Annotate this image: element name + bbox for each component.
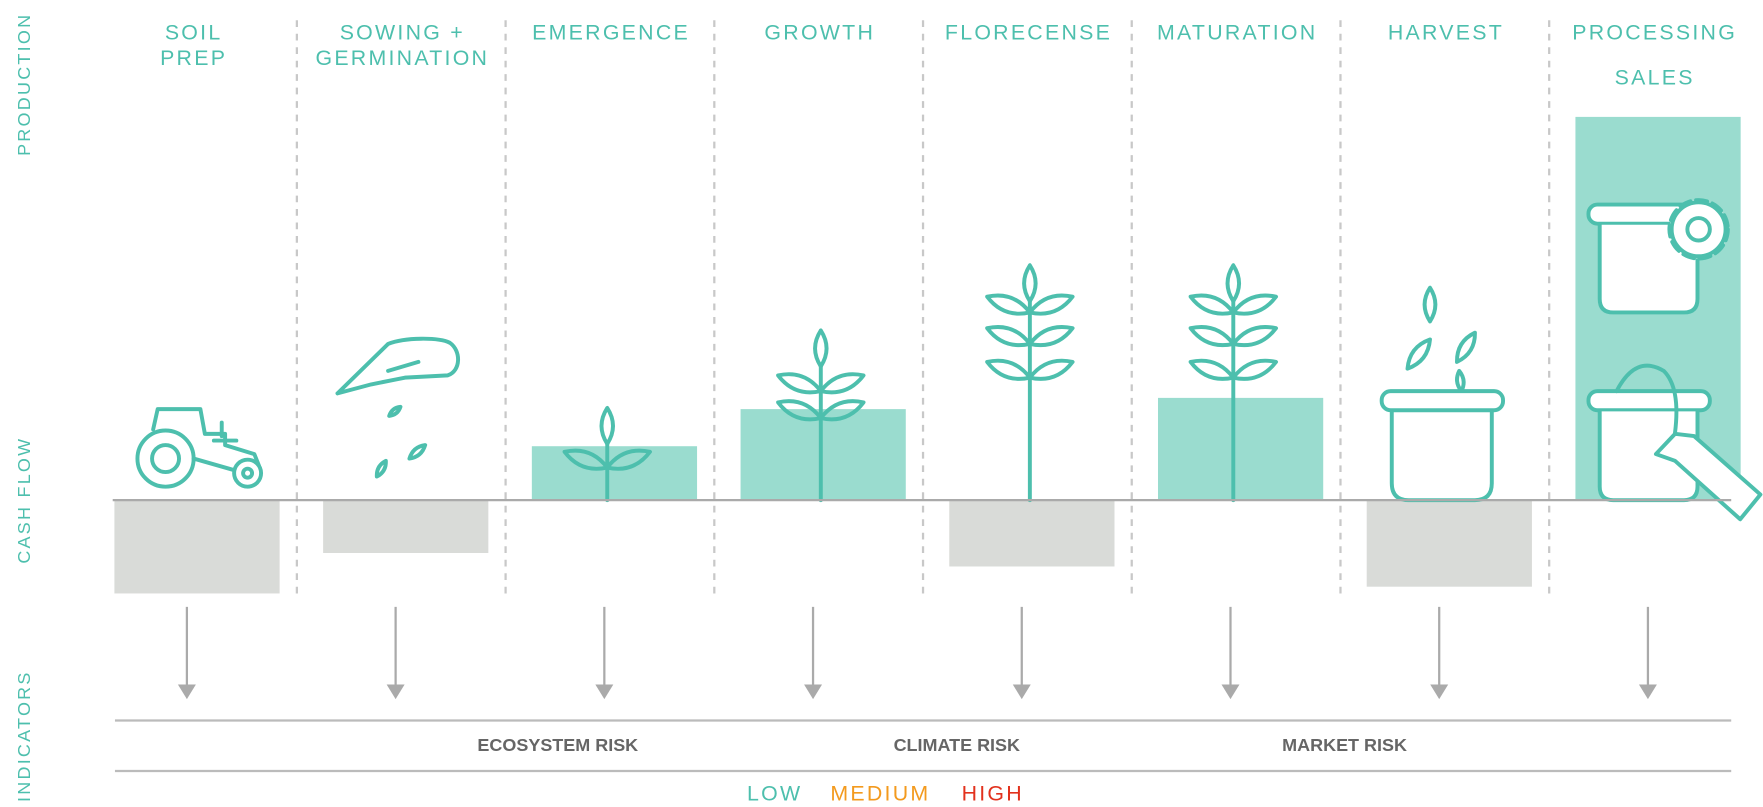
arrow-head	[1430, 684, 1448, 699]
cash-flow-bar	[114, 500, 279, 593]
legend-label: MEDIUM	[830, 781, 930, 805]
stage-label: PROCESSING	[1572, 20, 1737, 44]
risk-label: CLIMATE RISK	[894, 735, 1020, 755]
leaf	[1030, 361, 1073, 379]
legend-label: HIGH	[962, 781, 1024, 805]
arrow-head	[387, 684, 405, 699]
risk-label: MARKET RISK	[1282, 735, 1407, 755]
side-label: INDICATORS	[14, 670, 34, 802]
infographic: PRODUCTION CASH FLOW INDICATORS SOILPREP SOW…	[0, 0, 1763, 807]
cash-flow-bar	[741, 409, 906, 500]
arrow-head	[804, 684, 822, 699]
side-label: PRODUCTION	[14, 13, 34, 156]
side-label: CASH FLOW	[14, 437, 34, 564]
cash-flow-bar	[949, 500, 1114, 566]
leaf	[409, 445, 425, 458]
arrow-head	[1221, 684, 1239, 699]
leaf	[1191, 361, 1234, 379]
leaf	[1425, 288, 1436, 322]
arrow-head	[595, 684, 613, 699]
page: PRODUCTION CASH FLOW INDICATORS SOILPREP SOW…	[0, 0, 1763, 807]
leaf	[1228, 265, 1240, 301]
stage-label: SOIL	[165, 20, 223, 44]
risk-label: ECOSYSTEM RISK	[477, 735, 638, 755]
leaf	[377, 461, 386, 477]
leaf	[1233, 361, 1276, 379]
stage-label: GERMINATION	[315, 46, 489, 70]
stage-label: SALES	[1615, 65, 1695, 89]
stage-label: GROWTH	[764, 20, 875, 44]
leaf	[602, 408, 614, 444]
leaf	[821, 374, 864, 392]
cash-flow-bar	[1158, 398, 1323, 500]
leaf	[1030, 327, 1073, 345]
arrow-head	[178, 684, 196, 699]
leaf	[987, 295, 1030, 313]
leaf	[1233, 295, 1276, 313]
leaf	[1024, 265, 1036, 301]
leaf	[1457, 333, 1475, 362]
stage-label: EMERGENCE	[532, 20, 690, 44]
cash-flow-bar	[1367, 500, 1532, 587]
harvest-icon	[1382, 391, 1503, 500]
stage-label: FLORECENSE	[945, 20, 1112, 44]
leaf	[1233, 327, 1276, 345]
leaf	[987, 361, 1030, 379]
stage-label: SOWING +	[340, 20, 465, 44]
cash-flow-bar	[532, 446, 697, 500]
arrow-head	[1639, 684, 1657, 699]
stage-label: MATURATION	[1157, 20, 1317, 44]
cash-flow-bar	[323, 500, 488, 553]
leaf	[1030, 295, 1073, 313]
stage-label: HARVEST	[1388, 20, 1504, 44]
leaf	[1408, 339, 1430, 368]
leaf	[1191, 327, 1234, 345]
arrow-head	[1013, 684, 1031, 699]
leaf	[778, 374, 821, 392]
leaf	[1191, 295, 1234, 313]
legend-label: LOW	[747, 781, 802, 805]
stage-label: PREP	[160, 46, 227, 70]
leaf	[815, 330, 827, 366]
tractor-icon	[137, 409, 261, 487]
leaf	[987, 327, 1030, 345]
hand-seeds-icon	[338, 339, 459, 394]
leaf	[389, 407, 400, 416]
leaf	[1457, 371, 1464, 391]
